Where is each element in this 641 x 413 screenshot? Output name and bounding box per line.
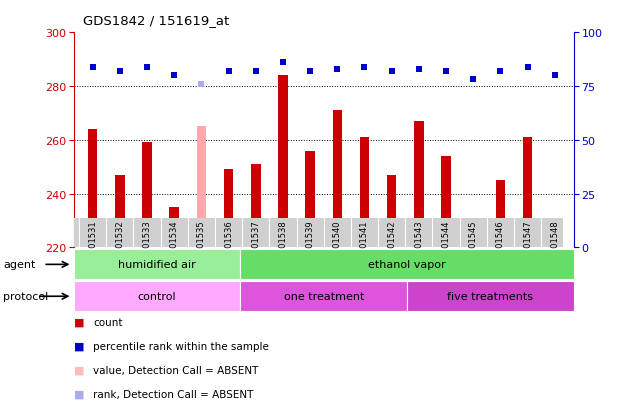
Text: ■: ■ — [74, 317, 84, 327]
Point — [196, 81, 206, 88]
Bar — [333, 111, 342, 248]
Bar — [414, 121, 424, 248]
Text: agent: agent — [3, 260, 36, 270]
Point — [332, 66, 342, 73]
Bar — [360, 138, 369, 248]
Bar — [523, 138, 532, 248]
Text: GSM101531: GSM101531 — [88, 220, 97, 270]
Text: GSM101543: GSM101543 — [414, 220, 423, 270]
Bar — [240, 250, 574, 280]
Bar — [224, 170, 233, 248]
Point — [360, 64, 370, 71]
Text: count: count — [93, 317, 122, 327]
Text: GSM101541: GSM101541 — [360, 220, 369, 270]
Text: protocol: protocol — [3, 292, 49, 301]
Text: GSM101544: GSM101544 — [442, 220, 451, 270]
Point — [468, 77, 478, 83]
Text: GSM101542: GSM101542 — [387, 220, 396, 270]
Text: GDS1842 / 151619_at: GDS1842 / 151619_at — [83, 14, 229, 27]
Text: GSM101540: GSM101540 — [333, 220, 342, 270]
Point — [224, 69, 234, 75]
Text: ethanol vapor: ethanol vapor — [368, 260, 446, 270]
Text: GSM101545: GSM101545 — [469, 220, 478, 270]
Text: GSM101536: GSM101536 — [224, 220, 233, 270]
Text: five treatments: five treatments — [447, 292, 533, 301]
Text: GSM101534: GSM101534 — [170, 220, 179, 270]
Bar — [88, 130, 97, 248]
Text: humidified air: humidified air — [118, 260, 196, 270]
Bar — [469, 245, 478, 248]
Bar — [251, 164, 260, 248]
Bar — [387, 175, 396, 248]
Text: GSM101548: GSM101548 — [550, 220, 559, 270]
Text: GSM101538: GSM101538 — [278, 220, 287, 270]
Bar — [407, 282, 574, 311]
Bar — [197, 127, 206, 248]
Text: control: control — [138, 292, 176, 301]
Point — [169, 73, 179, 79]
Text: ■: ■ — [74, 389, 84, 399]
Point — [251, 69, 261, 75]
Bar — [142, 143, 152, 248]
Point — [88, 64, 98, 71]
Point — [495, 69, 506, 75]
Bar — [240, 282, 407, 311]
Text: GSM101539: GSM101539 — [306, 220, 315, 270]
Bar — [441, 157, 451, 248]
Bar — [305, 151, 315, 248]
Text: value, Detection Call = ABSENT: value, Detection Call = ABSENT — [93, 365, 258, 375]
Point — [142, 64, 152, 71]
Bar — [115, 175, 124, 248]
Text: GSM101537: GSM101537 — [251, 220, 260, 270]
Point — [441, 69, 451, 75]
Point — [413, 66, 424, 73]
Text: GSM101547: GSM101547 — [523, 220, 532, 270]
Text: GSM101533: GSM101533 — [142, 220, 151, 270]
Text: ■: ■ — [74, 341, 84, 351]
Text: percentile rank within the sample: percentile rank within the sample — [93, 341, 269, 351]
Point — [387, 69, 397, 75]
Text: one treatment: one treatment — [283, 292, 364, 301]
Bar — [74, 250, 240, 280]
Text: GSM101546: GSM101546 — [496, 220, 505, 270]
Text: ■: ■ — [74, 365, 84, 375]
Point — [115, 69, 125, 75]
Point — [549, 73, 560, 79]
Text: GSM101532: GSM101532 — [115, 220, 124, 270]
Bar — [495, 180, 505, 248]
Bar — [74, 282, 240, 311]
Bar — [169, 207, 179, 248]
Text: rank, Detection Call = ABSENT: rank, Detection Call = ABSENT — [93, 389, 253, 399]
Point — [278, 60, 288, 66]
Bar — [278, 76, 288, 248]
Bar — [550, 232, 560, 248]
Point — [522, 64, 533, 71]
Text: GSM101535: GSM101535 — [197, 220, 206, 270]
Point — [305, 69, 315, 75]
